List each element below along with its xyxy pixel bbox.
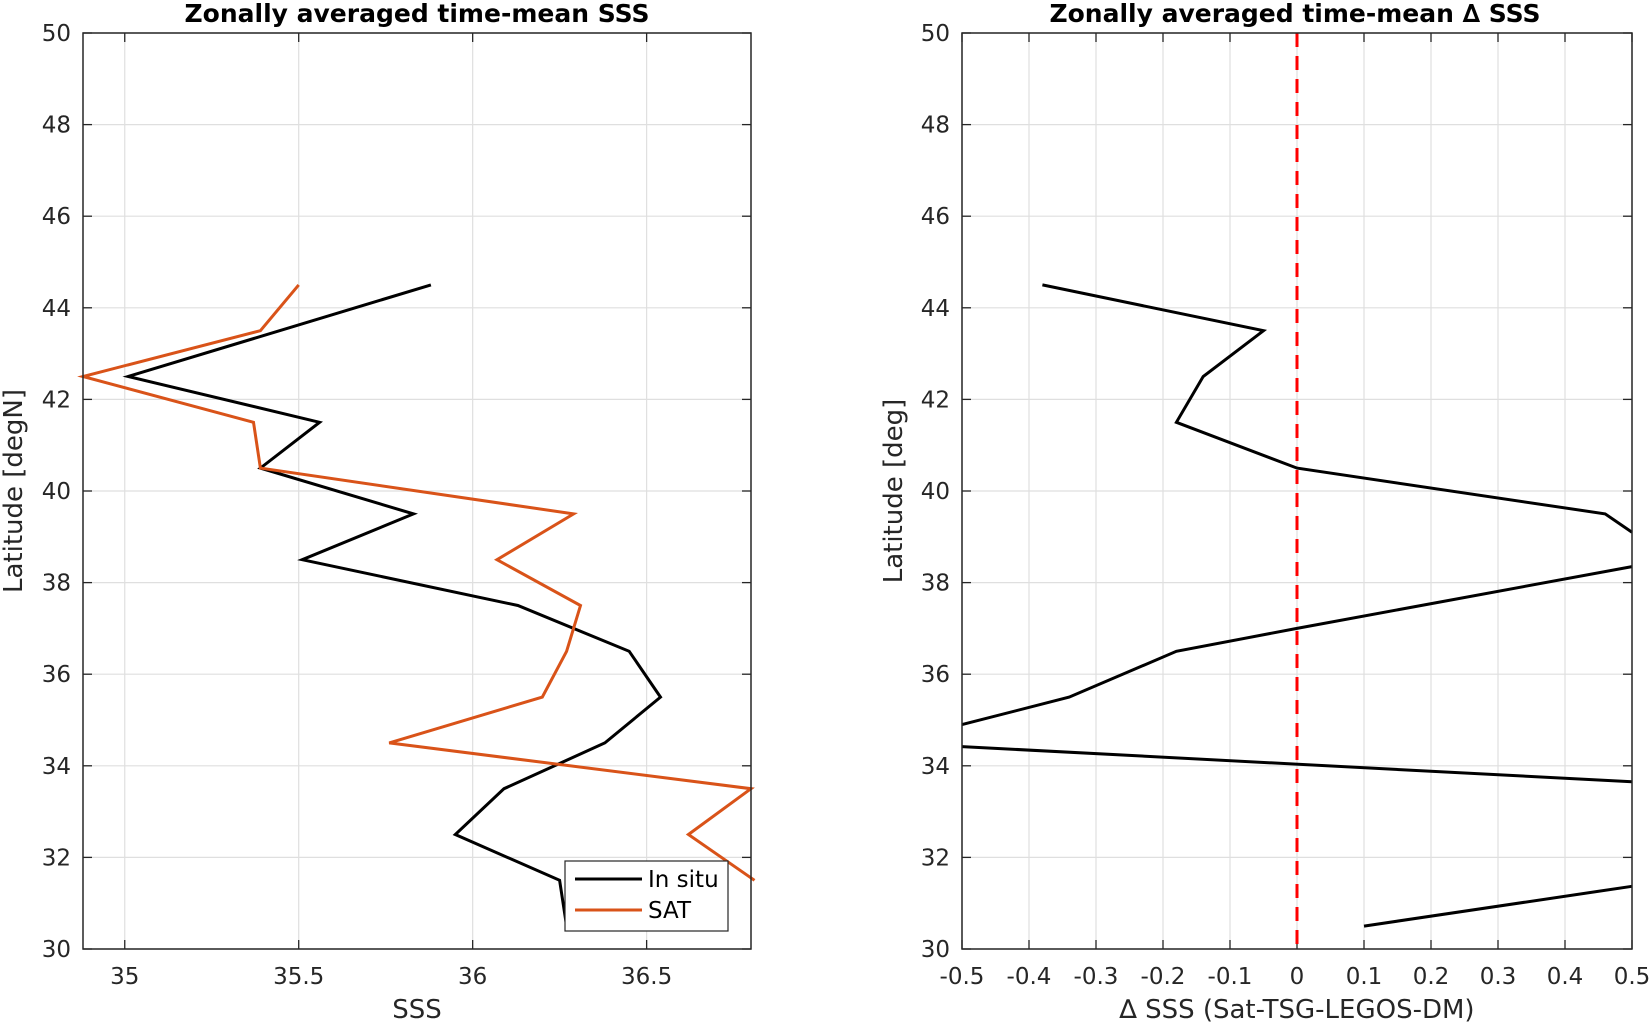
delta-sss-y-tick-label: 40	[921, 479, 950, 505]
delta-sss-x-tick-label: 0.2	[1413, 964, 1450, 990]
sss-panel: Zonally averaged time-mean SSS 35 35.5 36 3…	[0, 0, 756, 1025]
delta-sss-x-tick-label: -0.3	[1074, 964, 1119, 990]
delta-sss-x-tick-label: 0.3	[1480, 964, 1517, 990]
legend-label-sat: SAT	[648, 898, 692, 924]
sss-series-sat	[77, 283, 756, 882]
sss-y-tick-label: 50	[42, 21, 71, 47]
sss-x-tick-label: 35	[110, 964, 139, 990]
delta-sss-x-tick-label: -0.1	[1208, 964, 1253, 990]
delta-sss-y-tick-label: 36	[921, 662, 950, 688]
delta-sss-x-tick-label: -0.5	[940, 964, 985, 990]
delta-sss-panel: Zonally averaged time-mean ∆ SSS -0.5 -0.…	[879, 0, 1650, 1025]
delta-sss-series-segment-3	[961, 745, 1633, 784]
delta-sss-y-tick-label: 48	[921, 113, 950, 139]
delta-sss-y-tick-label: 34	[921, 754, 950, 780]
sss-y-tick-label: 36	[42, 662, 71, 688]
delta-sss-series	[961, 33, 1633, 949]
sss-x-tick-label: 36	[458, 964, 487, 990]
sss-y-tick-label: 38	[42, 571, 71, 597]
delta-sss-x-tick-label: 0	[1290, 964, 1305, 990]
sss-x-tick-label: 35.5	[273, 964, 324, 990]
delta-sss-chart-title: Zonally averaged time-mean ∆ SSS	[1049, 0, 1540, 28]
sss-y-tick-label: 32	[42, 845, 71, 871]
delta-sss-tick-labels: -0.5 -0.4 -0.3 -0.2 -0.1 0 0.1 0.2 0.3 0.4 0.5 30 32…	[921, 21, 1651, 990]
delta-sss-y-axis-title: Latitude [deg]	[879, 399, 909, 584]
delta-sss-x-tick-label: -0.4	[1007, 964, 1052, 990]
delta-sss-y-tick-label: 46	[921, 204, 950, 230]
delta-sss-y-tick-label: 32	[921, 845, 950, 871]
sss-y-tick-label: 34	[42, 754, 71, 780]
sss-y-tick-label: 46	[42, 204, 71, 230]
delta-sss-x-tick-label: 0.1	[1346, 964, 1383, 990]
sss-series	[77, 283, 756, 927]
delta-sss-x-axis-title: ∆ SSS (Sat-TSG-LEGOS-DM)	[1118, 995, 1474, 1025]
sss-axes-box	[82, 32, 752, 950]
delta-sss-y-tick-label: 30	[921, 937, 950, 963]
delta-sss-axes-box	[961, 32, 1633, 950]
delta-sss-x-tick-label: -0.2	[1141, 964, 1186, 990]
sss-x-tick-label: 36.5	[621, 964, 672, 990]
delta-sss-y-tick-label: 44	[921, 296, 950, 322]
legend-label-in-situ: In situ	[648, 867, 719, 893]
delta-sss-y-tick-label: 50	[921, 21, 950, 47]
delta-sss-x-tick-label: 0.5	[1614, 964, 1651, 990]
sss-y-tick-label: 42	[42, 387, 71, 413]
delta-sss-y-tick-label: 38	[921, 571, 950, 597]
sss-x-axis-title: SSS	[392, 995, 442, 1025]
sss-y-tick-label: 48	[42, 113, 71, 139]
sss-y-tick-label: 40	[42, 479, 71, 505]
delta-sss-series-segment-2	[961, 565, 1633, 727]
delta-sss-series-segment-4	[1363, 884, 1633, 928]
delta-sss-x-tick-label: 0.4	[1547, 964, 1584, 990]
sss-legend: In situ SAT	[564, 860, 729, 932]
sss-y-axis-title: Latitude [degN]	[0, 389, 29, 593]
sss-chart-title: Zonally averaged time-mean SSS	[185, 0, 650, 28]
sss-tick-labels: 35 35.5 36 36.5 30 32 34 36 38 40 42 44 46 48 50	[42, 21, 673, 990]
delta-sss-series-segment-1	[1042, 283, 1633, 534]
sss-legend-box	[564, 860, 729, 932]
sss-y-tick-label: 44	[42, 296, 71, 322]
sss-y-tick-label: 30	[42, 937, 71, 963]
delta-sss-y-tick-label: 42	[921, 387, 950, 413]
